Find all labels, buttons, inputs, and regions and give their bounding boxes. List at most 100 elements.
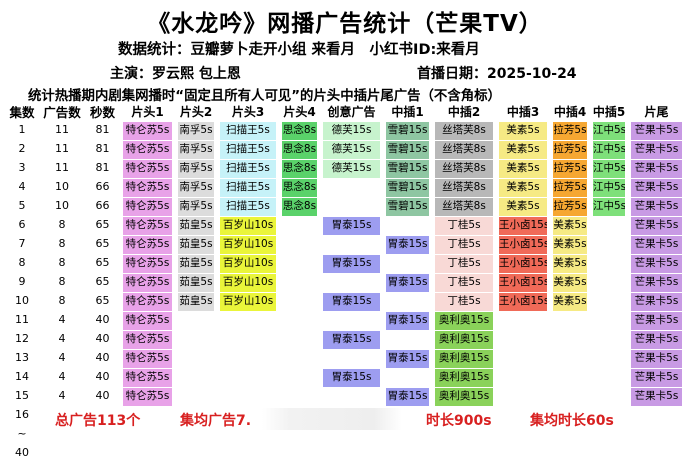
ad-slot-cell [386,331,429,349]
episode-number: 15 [15,389,29,402]
ad-slot-cell: 美素5s [553,217,587,235]
ad-slot-cell [123,445,172,463]
ad-count: 4 [58,351,66,364]
ad-seconds: 81 [95,123,110,136]
ad-slot-cell [435,445,493,463]
ad-slot-cell [386,445,429,463]
ad-slot-cell: 丝塔芙8s [435,122,493,140]
episode-number: 2 [18,142,26,155]
ad-slot-cell [499,445,547,463]
ad-slot-cell: 南孚5s [178,179,214,197]
ad-slot-cell: 特仑苏5s [123,312,172,330]
episode-number: 16 [15,408,29,421]
ad-slot-cell: 百岁山10s [220,236,276,254]
ad-slot-cell [178,350,214,368]
ad-slot-cell [499,369,547,387]
ad-slot-cell [323,179,380,197]
ad-slot-cell: 芒果卡5s [631,293,682,311]
ad-slot-cell: 王小卤15s [499,217,547,235]
ad-seconds: 66 [95,199,110,212]
ad-slot-cell [323,274,380,292]
ad-slot-cell: 芒果卡5s [631,388,682,406]
ad-slot-cell: 特仑苏5s [123,122,172,140]
ad-slot-cell [386,255,429,273]
ad-slot-cell: 芒果卡5s [631,160,682,178]
ad-slot-cell [499,388,547,406]
ad-slot-cell: 芒果卡5s [631,274,682,292]
ad-slot-cell [386,293,429,311]
ad-slot-cell: 思念8s [282,198,317,216]
ad-slot-cell [282,312,317,330]
air-date-label: 首播日期：2025-10-24 [417,66,577,82]
ad-seconds: 65 [95,294,110,307]
ad-seconds: 81 [95,142,110,155]
average-duration: 集均时长60s [530,413,614,429]
ad-slot-cell [178,331,214,349]
ad-slot-cell [323,445,380,463]
ad-slot-cell [553,312,587,330]
ad-slot-cell: 芒果卡5s [631,255,682,273]
ad-slot-cell: 芒果卡5s [631,122,682,140]
ad-slot-cell: 思念8s [282,179,317,197]
ad-count: 10 [55,199,69,212]
column-header: 中插3 [506,105,540,119]
ad-slot-cell [553,369,587,387]
ad-slot-cell: 茹皇5s [178,217,214,235]
ad-count: 4 [58,389,66,402]
ad-slot-cell: 江中5s [593,198,625,216]
ad-slot-cell: 丝塔芙8s [435,198,493,216]
episode-number: 4 [18,180,26,193]
ad-seconds: 40 [95,370,110,383]
total-ads: 总广告113个 [55,413,141,429]
ad-slot-cell [178,388,214,406]
ad-slot-cell: 江中5s [593,179,625,197]
ad-slot-cell: 雪碧15s [386,141,429,159]
ad-slot-cell: 特仑苏5s [123,198,172,216]
ad-slot-cell: 茹皇5s [178,293,214,311]
ad-slot-cell: 扫描王5s [220,141,276,159]
column-header: 片尾 [644,105,669,119]
ad-slot-cell: 奥利奥15s [435,388,493,406]
note-line: 统计热播期内剧集网播时“固定且所有人可见”的片头中插片尾广告（不含角标） [28,89,501,104]
ad-slot-cell: 拉芳5s [553,160,587,178]
ad-count: 11 [55,142,69,155]
ad-slot-cell [220,369,276,387]
ad-slot-cell: 拉芳5s [553,179,587,197]
ad-slot-cell: 特仑苏5s [123,331,172,349]
ad-slot-cell [631,426,682,444]
ad-slot-cell [178,445,214,463]
ad-count: 4 [58,332,66,345]
column-header: 秒数 [89,105,115,120]
ad-count: 8 [58,218,66,231]
ad-slot-cell: 茹皇5s [178,274,214,292]
ad-seconds: 66 [95,180,110,193]
ad-slot-cell: 百岁山10s [220,274,276,292]
episode-number: 7 [18,237,26,250]
ad-slot-cell [282,350,317,368]
ad-slot-cell: 芒果卡5s [631,312,682,330]
ad-slot-cell: 雪碧15s [386,179,429,197]
ad-slot-cell: 王小卤15s [499,255,547,273]
ad-slot-cell: 美素5s [499,179,547,197]
ad-slot-cell [323,312,380,330]
ad-slot-cell [593,445,625,463]
ad-slot-cell: 美素5s [553,255,587,273]
episode-number: ~ [17,427,27,440]
ad-slot-cell: 奥利奥15s [435,331,493,349]
ad-slot-cell: 芒果卡5s [631,236,682,254]
ad-slot-cell [386,217,429,235]
ad-count: 11 [55,123,69,136]
ad-slot-cell: 扫描王5s [220,122,276,140]
ad-slot-cell: 胃泰15s [386,350,429,368]
ad-slot-cell: 特仑苏5s [123,236,172,254]
ad-slot-cell: 德芙15s [323,160,380,178]
ad-slot-cell: 雪碧15s [386,198,429,216]
ad-slot-cell: 思念8s [282,141,317,159]
ad-slot-cell [593,293,625,311]
ad-slot-cell: 拉芳5s [553,198,587,216]
column-header: 片头4 [283,105,316,119]
stats-credit: 数据统计：豆瓣萝卜走开小组 来看月 小红书ID:来看月 [118,42,480,58]
ad-count: 4 [58,370,66,383]
column-header: 中插2 [447,105,481,119]
ad-seconds: 65 [95,218,110,231]
